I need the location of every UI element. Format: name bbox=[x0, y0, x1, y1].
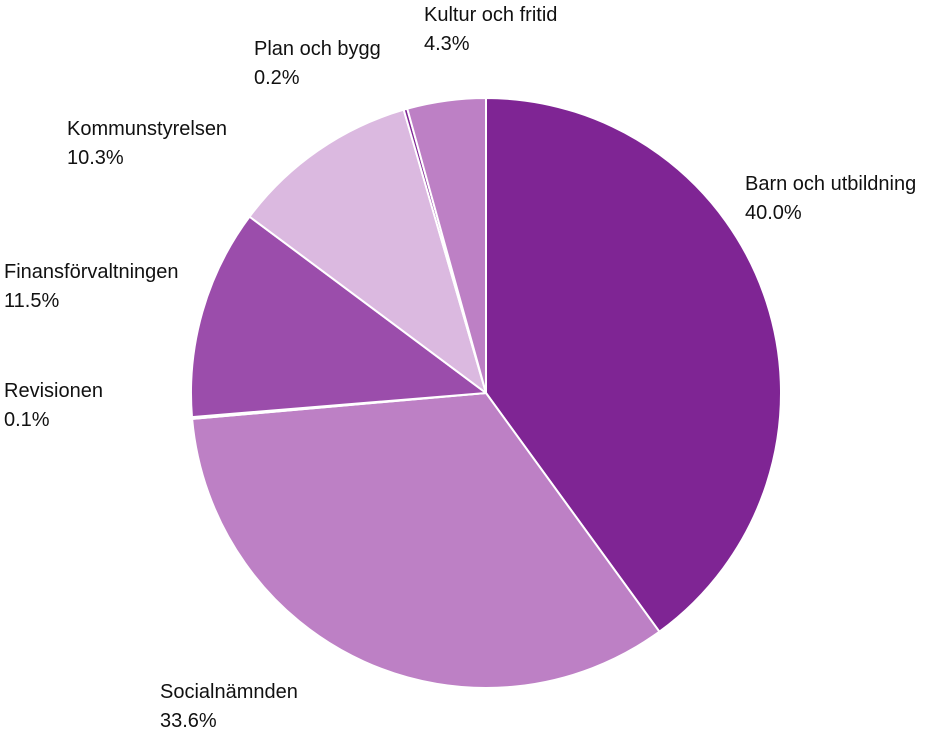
slice-value-kultur-och-fritid: 4.3% bbox=[424, 33, 470, 55]
slice-value-socialnamnden: 33.6% bbox=[160, 710, 217, 732]
slice-value-kommunstyrelsen: 10.3% bbox=[67, 147, 124, 169]
slice-value-finansforvaltningen: 11.5% bbox=[4, 290, 59, 312]
pie-labels: Barn och utbildning 40.0% Socialnämnden 33.… bbox=[4, 4, 916, 732]
pie-slice-socialnamnden bbox=[191, 392, 661, 689]
slice-label-revisionen: Revisionen bbox=[4, 380, 103, 402]
slice-label-kommunstyrelsen: Kommunstyrelsen bbox=[67, 118, 227, 140]
pie-slice-kommunstyrelsen bbox=[248, 108, 487, 394]
pie-slice-finansforvaltningen bbox=[190, 215, 487, 419]
slice-label-socialnamnden: Socialnämnden bbox=[160, 681, 298, 703]
slice-label-barn-och-utbildning: Barn och utbildning bbox=[745, 173, 916, 195]
slice-value-barn-och-utbildning: 40.0% bbox=[745, 202, 802, 224]
pie-slice-barn-och-utbildning bbox=[485, 97, 782, 633]
pie-slices bbox=[190, 97, 782, 689]
slice-value-plan-och-bygg: 0.2% bbox=[254, 67, 300, 89]
slice-label-kultur-och-fritid: Kultur och fritid bbox=[424, 4, 557, 26]
slice-value-revisionen: 0.1% bbox=[4, 409, 50, 431]
slice-label-finansforvaltningen: Finansförvaltningen bbox=[4, 261, 179, 283]
slice-label-plan-och-bygg: Plan och bygg bbox=[254, 38, 381, 60]
pie-slice-kultur-och-fritid bbox=[406, 97, 487, 394]
